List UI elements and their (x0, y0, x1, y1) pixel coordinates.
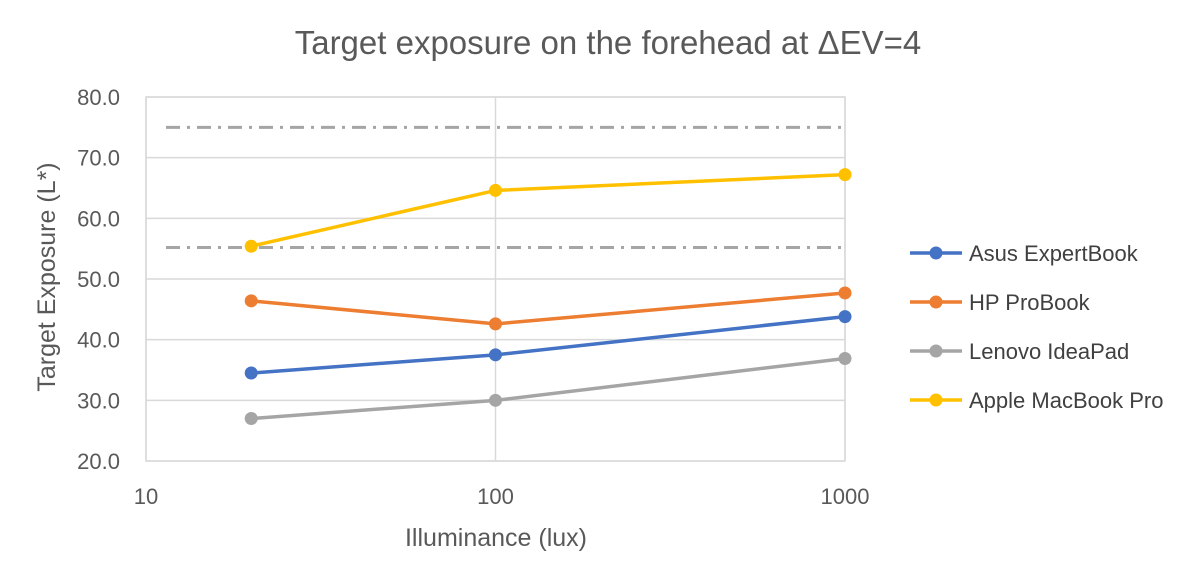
x-axis-ticks: 10 100 1000 (134, 484, 870, 509)
y-tick-label: 20.0 (77, 449, 120, 474)
data-point (244, 239, 258, 253)
chart-title: Target exposure on the forehead at ΔEV=4 (295, 24, 922, 61)
data-point (489, 393, 502, 407)
y-axis-label: Target Exposure (L*) (33, 162, 61, 391)
series-group (244, 168, 852, 426)
x-tick-label: 10 (134, 484, 158, 509)
y-tick-label: 40.0 (77, 328, 120, 353)
y-tick-label: 80.0 (77, 85, 120, 110)
data-point (489, 317, 502, 331)
legend-marker (929, 295, 943, 309)
data-point (244, 412, 258, 426)
legend: Asus ExpertBook HP ProBook Lenovo IdeaPad A… (910, 241, 1163, 413)
series-line (249, 291, 847, 326)
x-axis-label: Illuminance (lux) (405, 524, 587, 552)
reference-lines (166, 125, 845, 249)
data-point (244, 366, 258, 380)
x-tick-label: 100 (477, 484, 514, 509)
plot-area-border (145, 96, 846, 462)
y-axis-ticks: 20.0 30.0 40.0 50.0 60.0 70.0 80.0 (77, 85, 120, 474)
series-line (249, 314, 847, 375)
series-line (249, 172, 847, 248)
data-point (838, 351, 852, 365)
legend-label: Apple MacBook Pro (969, 388, 1163, 413)
legend-marker (929, 246, 943, 260)
data-point (489, 348, 502, 362)
data-point (489, 183, 502, 197)
y-tick-label: 50.0 (77, 267, 120, 292)
legend-label: Lenovo IdeaPad (969, 339, 1129, 364)
y-tick-label: 70.0 (77, 146, 120, 171)
legend-marker (929, 344, 943, 358)
y-tick-label: 30.0 (77, 388, 120, 413)
x-tick-label: 1000 (821, 484, 870, 509)
data-point (838, 286, 852, 300)
legend-marker (929, 393, 943, 407)
data-point (838, 168, 852, 182)
y-tick-label: 60.0 (77, 206, 120, 231)
data-point (838, 310, 852, 324)
legend-label: Asus ExpertBook (969, 241, 1139, 266)
data-point (244, 294, 258, 308)
legend-label: HP ProBook (969, 290, 1091, 315)
